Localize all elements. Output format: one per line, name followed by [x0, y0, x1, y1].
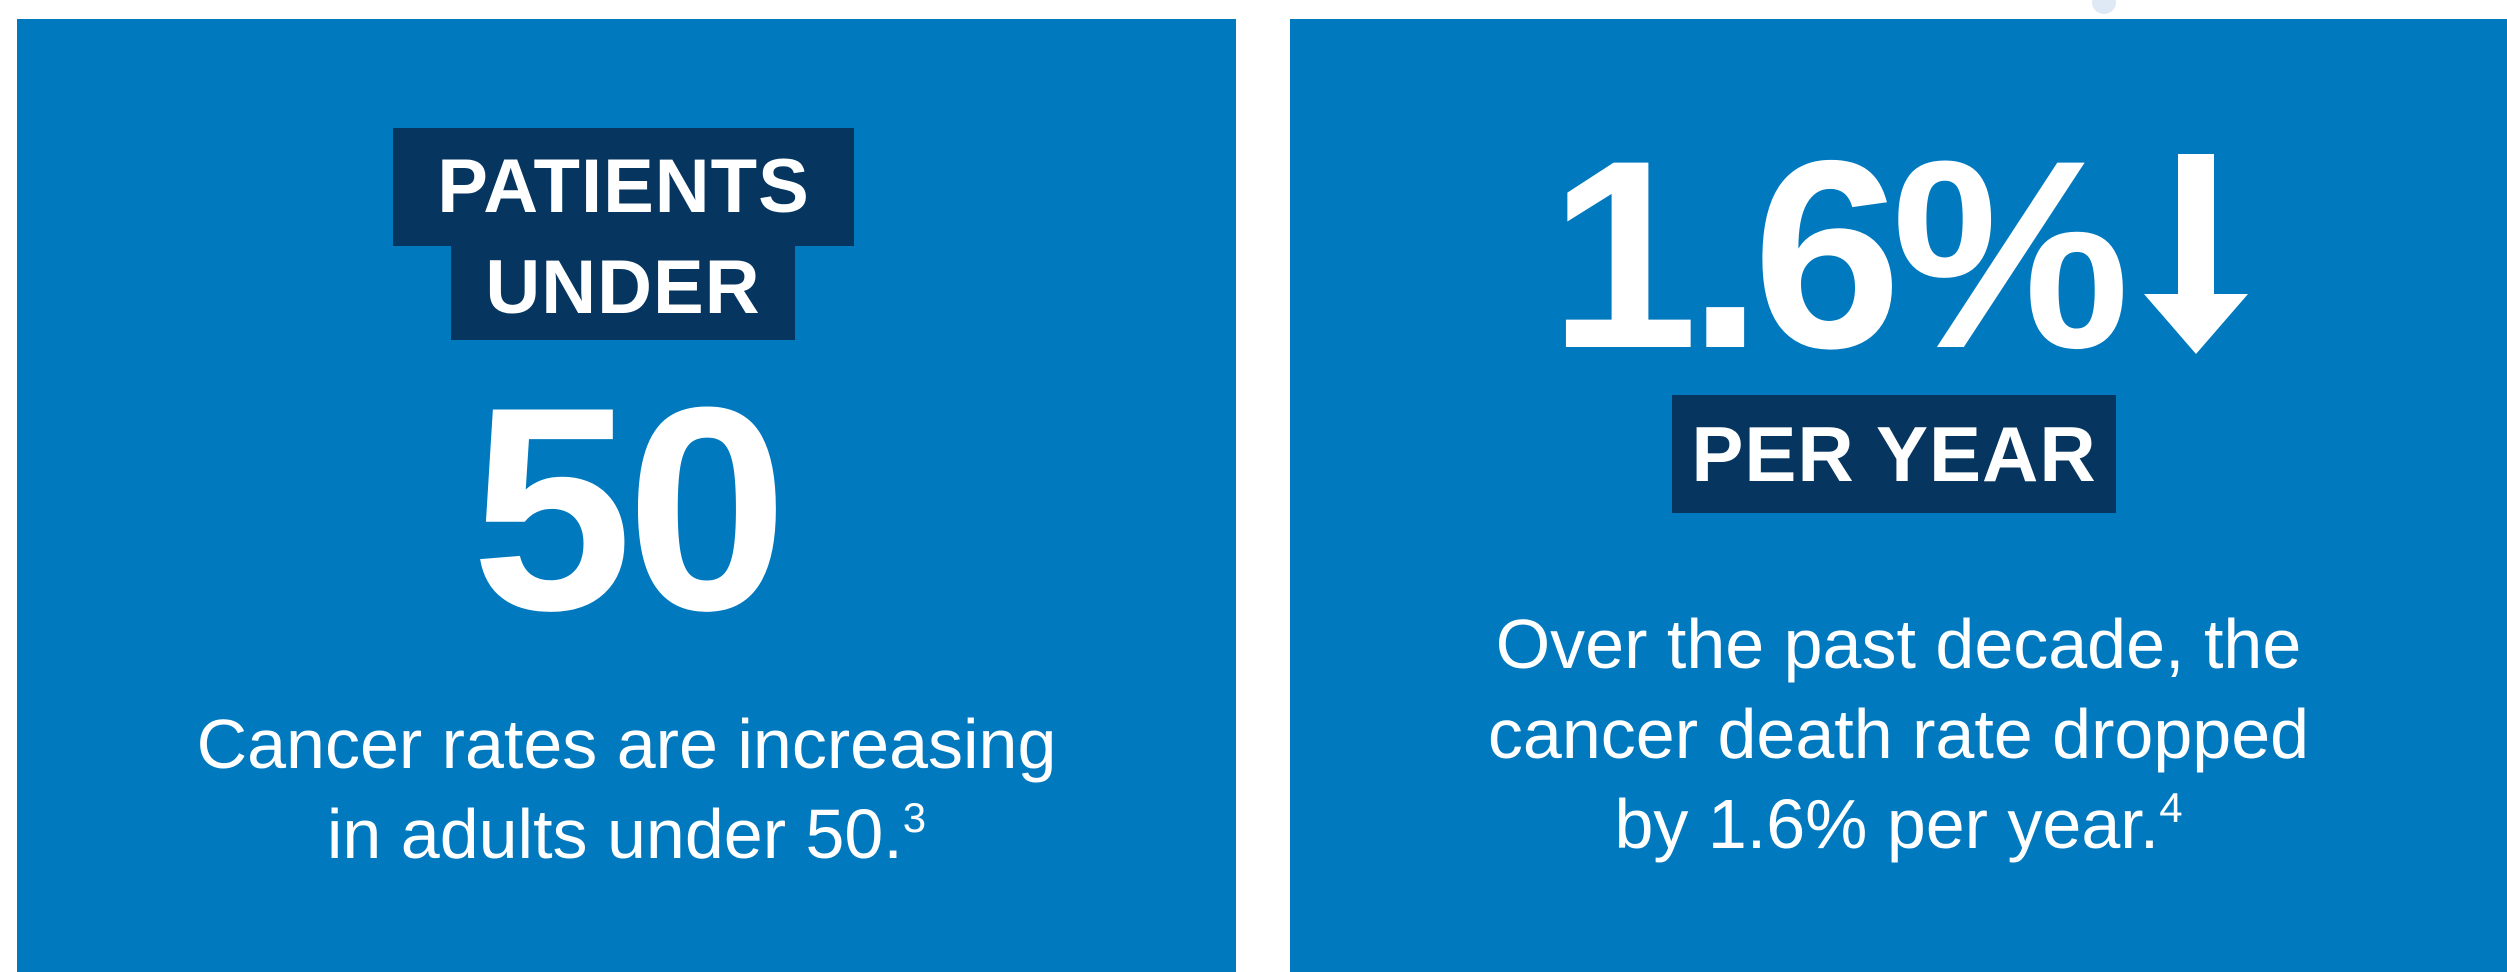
down-arrow-icon	[2143, 154, 2248, 354]
caption-text: by 1.6% per year.	[1614, 785, 2160, 863]
footnote-marker: 4	[2159, 784, 2183, 831]
decorative-dot	[2092, 0, 2116, 14]
patients-tag: PATIENTS	[393, 128, 854, 246]
death-rate-stat: 1.6%	[1549, 104, 2130, 404]
caption-line: Cancer rates are increasing	[196, 705, 1057, 783]
per-year-tag: PER YEAR	[1672, 395, 2116, 513]
footnote-marker: 3	[902, 794, 927, 841]
caption-line: by 1.6% per year.4	[1290, 779, 2507, 869]
death-rate-card: 1.6% PER YEAR Over the past decade, the …	[1290, 19, 2507, 972]
death-rate-caption: Over the past decade, the cancer death r…	[1290, 599, 2507, 869]
stat-row: 1.6%	[1290, 120, 2507, 388]
age-number: 50	[471, 347, 788, 671]
under-tag: UNDER	[451, 246, 795, 340]
caption-line: Over the past decade, the	[1495, 605, 2302, 683]
caption-line: cancer death rate dropped	[1487, 695, 2310, 773]
caption-text: in adults under 50.	[326, 795, 903, 873]
under-50-caption: Cancer rates are increasing in adults un…	[17, 699, 1236, 879]
under-50-card: PATIENTS UNDER 50 Cancer rates are incre…	[17, 19, 1236, 972]
caption-line: in adults under 50.3	[17, 789, 1236, 879]
